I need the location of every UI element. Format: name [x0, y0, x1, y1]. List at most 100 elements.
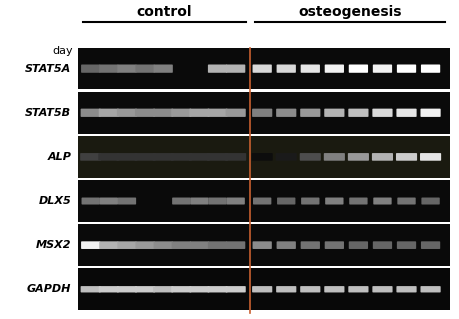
FancyBboxPatch shape — [81, 241, 101, 249]
FancyBboxPatch shape — [349, 64, 368, 73]
FancyBboxPatch shape — [99, 108, 119, 117]
FancyBboxPatch shape — [421, 64, 440, 73]
FancyBboxPatch shape — [225, 153, 246, 161]
Bar — [78, 269, 450, 310]
Text: day: day — [53, 46, 73, 56]
FancyBboxPatch shape — [348, 153, 369, 161]
FancyBboxPatch shape — [117, 286, 137, 293]
Text: STAT5A: STAT5A — [25, 63, 71, 74]
FancyBboxPatch shape — [277, 64, 296, 73]
FancyBboxPatch shape — [252, 153, 273, 161]
FancyBboxPatch shape — [81, 108, 101, 117]
FancyBboxPatch shape — [190, 197, 208, 204]
FancyBboxPatch shape — [225, 108, 246, 117]
FancyBboxPatch shape — [189, 286, 209, 293]
FancyBboxPatch shape — [349, 241, 368, 249]
FancyBboxPatch shape — [172, 197, 190, 204]
FancyBboxPatch shape — [349, 197, 368, 204]
FancyBboxPatch shape — [276, 286, 297, 293]
FancyBboxPatch shape — [190, 241, 209, 249]
FancyBboxPatch shape — [80, 153, 101, 161]
FancyBboxPatch shape — [324, 153, 345, 161]
FancyBboxPatch shape — [373, 197, 392, 204]
FancyBboxPatch shape — [98, 153, 119, 161]
FancyBboxPatch shape — [252, 64, 272, 73]
FancyBboxPatch shape — [135, 108, 155, 117]
FancyBboxPatch shape — [420, 153, 441, 161]
Text: GAPDH: GAPDH — [27, 284, 71, 294]
FancyBboxPatch shape — [207, 108, 228, 117]
FancyBboxPatch shape — [171, 108, 191, 117]
FancyBboxPatch shape — [372, 108, 392, 117]
Bar — [78, 180, 450, 222]
Text: DLX5: DLX5 — [39, 196, 71, 206]
FancyBboxPatch shape — [300, 153, 321, 161]
FancyBboxPatch shape — [100, 197, 118, 204]
FancyBboxPatch shape — [225, 286, 246, 293]
FancyBboxPatch shape — [135, 241, 155, 249]
FancyBboxPatch shape — [134, 153, 156, 161]
FancyBboxPatch shape — [226, 64, 245, 73]
FancyBboxPatch shape — [172, 241, 191, 249]
Bar — [78, 136, 450, 178]
Text: osteogenesis: osteogenesis — [298, 5, 402, 19]
FancyBboxPatch shape — [117, 108, 137, 117]
FancyBboxPatch shape — [118, 241, 137, 249]
FancyBboxPatch shape — [348, 108, 369, 117]
FancyBboxPatch shape — [154, 64, 173, 73]
FancyBboxPatch shape — [373, 64, 392, 73]
FancyBboxPatch shape — [397, 197, 416, 204]
FancyBboxPatch shape — [420, 108, 441, 117]
FancyBboxPatch shape — [208, 64, 227, 73]
FancyBboxPatch shape — [324, 108, 344, 117]
FancyBboxPatch shape — [252, 241, 272, 249]
FancyBboxPatch shape — [253, 197, 271, 204]
FancyBboxPatch shape — [397, 241, 416, 249]
Text: ALP: ALP — [47, 152, 71, 162]
FancyBboxPatch shape — [207, 153, 228, 161]
FancyBboxPatch shape — [153, 153, 174, 161]
FancyBboxPatch shape — [348, 286, 369, 293]
FancyBboxPatch shape — [301, 197, 319, 204]
FancyBboxPatch shape — [325, 241, 344, 249]
FancyBboxPatch shape — [226, 241, 245, 249]
FancyBboxPatch shape — [154, 241, 173, 249]
FancyBboxPatch shape — [373, 241, 392, 249]
FancyBboxPatch shape — [397, 108, 417, 117]
FancyBboxPatch shape — [372, 153, 393, 161]
FancyBboxPatch shape — [276, 153, 297, 161]
FancyBboxPatch shape — [118, 197, 136, 204]
FancyBboxPatch shape — [396, 153, 417, 161]
FancyBboxPatch shape — [208, 197, 227, 204]
FancyBboxPatch shape — [117, 153, 138, 161]
FancyBboxPatch shape — [99, 64, 118, 73]
FancyBboxPatch shape — [99, 241, 118, 249]
FancyBboxPatch shape — [153, 108, 174, 117]
FancyBboxPatch shape — [81, 64, 101, 73]
FancyBboxPatch shape — [325, 197, 343, 204]
FancyBboxPatch shape — [420, 286, 441, 293]
FancyBboxPatch shape — [300, 286, 320, 293]
FancyBboxPatch shape — [301, 64, 320, 73]
FancyBboxPatch shape — [324, 286, 344, 293]
FancyBboxPatch shape — [397, 64, 416, 73]
FancyBboxPatch shape — [82, 197, 100, 204]
FancyBboxPatch shape — [421, 197, 440, 204]
FancyBboxPatch shape — [81, 286, 101, 293]
Bar — [78, 224, 450, 266]
FancyBboxPatch shape — [99, 286, 119, 293]
FancyBboxPatch shape — [252, 108, 272, 117]
FancyBboxPatch shape — [118, 64, 137, 73]
FancyBboxPatch shape — [135, 286, 155, 293]
FancyBboxPatch shape — [276, 108, 297, 117]
Bar — [78, 92, 450, 134]
FancyBboxPatch shape — [300, 108, 320, 117]
FancyBboxPatch shape — [189, 108, 209, 117]
FancyBboxPatch shape — [325, 64, 344, 73]
FancyBboxPatch shape — [252, 286, 272, 293]
Bar — [78, 48, 450, 89]
FancyBboxPatch shape — [189, 153, 210, 161]
FancyBboxPatch shape — [171, 153, 192, 161]
FancyBboxPatch shape — [421, 241, 440, 249]
FancyBboxPatch shape — [397, 286, 417, 293]
